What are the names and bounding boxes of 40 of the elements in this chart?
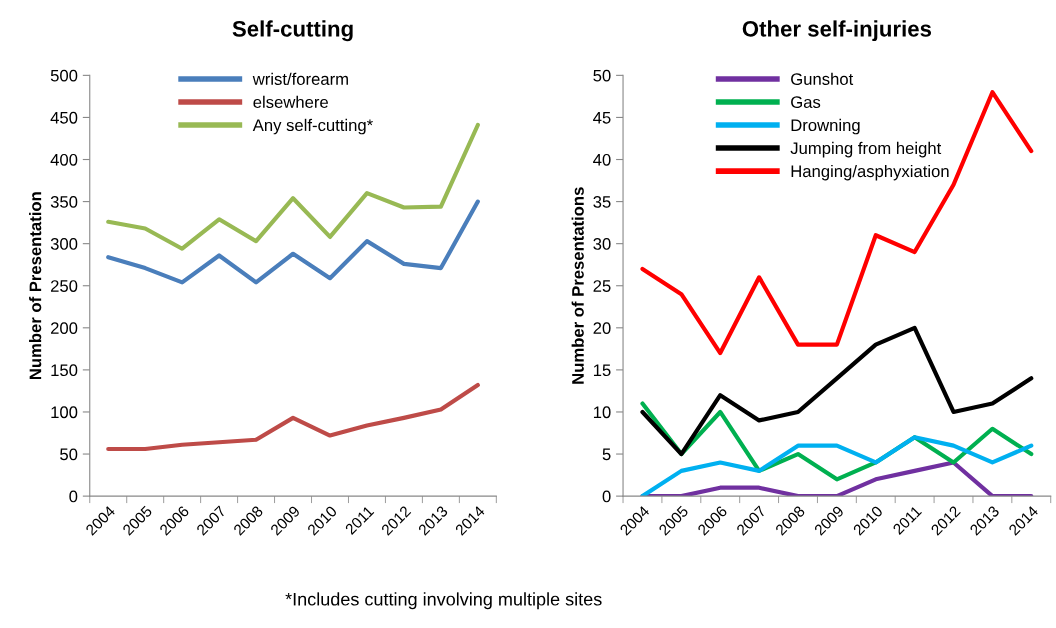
- y-tick-label: 20: [593, 322, 611, 335]
- legend-label: Hanging/asphyxiation: [791, 164, 949, 181]
- y-tick-label: 450: [50, 111, 78, 124]
- y-tick-label: 0: [602, 490, 611, 503]
- y-tick-label: 30: [593, 238, 611, 250]
- y-tick-label: 45: [593, 112, 611, 124]
- legend-label: Jumping from height: [790, 141, 942, 158]
- y-tick-label: 350: [50, 195, 78, 208]
- y-tick-label: 25: [593, 280, 611, 292]
- y-tick-label: 5: [602, 448, 611, 461]
- y-tick-label: 35: [593, 195, 611, 208]
- y-tick-label: 40: [593, 153, 611, 166]
- line-series: [640, 325, 1034, 457]
- y-tick-label: 400: [50, 153, 78, 166]
- y-tick-label: 50: [60, 448, 78, 461]
- y-tick-label: 15: [593, 364, 611, 377]
- legend-label: wrist/forearm: [252, 72, 348, 85]
- line-series: [640, 435, 1034, 497]
- line-series: [106, 382, 480, 452]
- line-series: [640, 90, 1034, 356]
- chart-title: Self-cutting: [232, 20, 353, 42]
- legend-label: Gunshot: [791, 72, 854, 85]
- legend-label: elsewhere: [253, 95, 328, 109]
- line-series: [106, 199, 480, 285]
- legend-label: Drowning: [791, 118, 860, 135]
- y-tick-label: 200: [50, 322, 78, 335]
- y-tick-label: 500: [50, 69, 78, 82]
- legend-label: Any self-cutting*: [252, 118, 373, 135]
- y-tick-label: 250: [50, 280, 78, 292]
- y-tick-label: 10: [593, 406, 611, 419]
- y-axis-title: Number of Presentation: [29, 192, 42, 380]
- y-tick-label: 100: [51, 406, 78, 419]
- y-axis-title: Number of Presentations: [571, 187, 584, 384]
- y-tick-label: 150: [51, 364, 78, 377]
- legend-label: Gas: [791, 96, 821, 109]
- y-tick-label: 0: [69, 490, 78, 503]
- text: *Includes cutting involving multiple sites: [285, 592, 602, 610]
- y-tick-label: 300: [50, 238, 78, 250]
- y-tick-label: 50: [593, 69, 611, 82]
- chart-title: Other self-injuries: [742, 20, 932, 42]
